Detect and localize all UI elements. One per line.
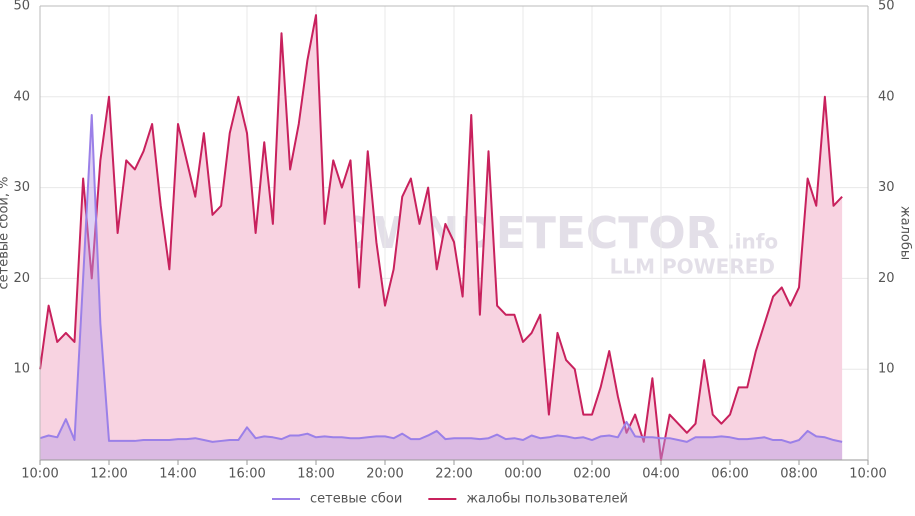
y-tick-label: 20 bbox=[13, 271, 30, 286]
x-tick-label: 02:00 bbox=[573, 467, 610, 482]
line bbox=[39, 14, 843, 461]
area bbox=[40, 15, 843, 461]
legend-label: жалобы пользователей bbox=[466, 492, 628, 507]
x-tick-label: 10:00 bbox=[849, 467, 886, 482]
y2-tick-label: 10 bbox=[878, 362, 895, 377]
y-tick-label: 50 bbox=[13, 0, 30, 14]
watermark: .info bbox=[727, 230, 778, 254]
y-tick-label: 30 bbox=[13, 180, 30, 195]
legend-label: сетевые сбои bbox=[310, 492, 402, 507]
x-tick-label: 00:00 bbox=[504, 467, 541, 482]
x-tick-label: 14:00 bbox=[159, 467, 196, 482]
x-tick-label: 22:00 bbox=[435, 467, 472, 482]
x-tick-label: 18:00 bbox=[297, 467, 334, 482]
x-tick-label: 16:00 bbox=[228, 467, 265, 482]
x-tick-label: 08:00 bbox=[780, 467, 817, 482]
x-tick-label: 10:00 bbox=[21, 467, 58, 482]
line bbox=[39, 113, 843, 444]
y-tick-label: 10 bbox=[13, 362, 30, 377]
x-tick-label: 20:00 bbox=[366, 467, 403, 482]
y2-tick-label: 30 bbox=[878, 180, 895, 195]
y2-tick-label: 40 bbox=[878, 89, 895, 104]
y-axis-label: сетевые сбои, % bbox=[0, 177, 12, 290]
watermark: LLM POWERED bbox=[610, 255, 775, 279]
y2-axis-label: жалобы bbox=[898, 206, 913, 260]
y2-tick-label: 50 bbox=[878, 0, 895, 14]
y2-tick-label: 20 bbox=[878, 271, 895, 286]
y-tick-label: 40 bbox=[13, 89, 30, 104]
x-tick-label: 06:00 bbox=[711, 467, 748, 482]
x-tick-label: 12:00 bbox=[90, 467, 127, 482]
x-tick-label: 04:00 bbox=[642, 467, 679, 482]
